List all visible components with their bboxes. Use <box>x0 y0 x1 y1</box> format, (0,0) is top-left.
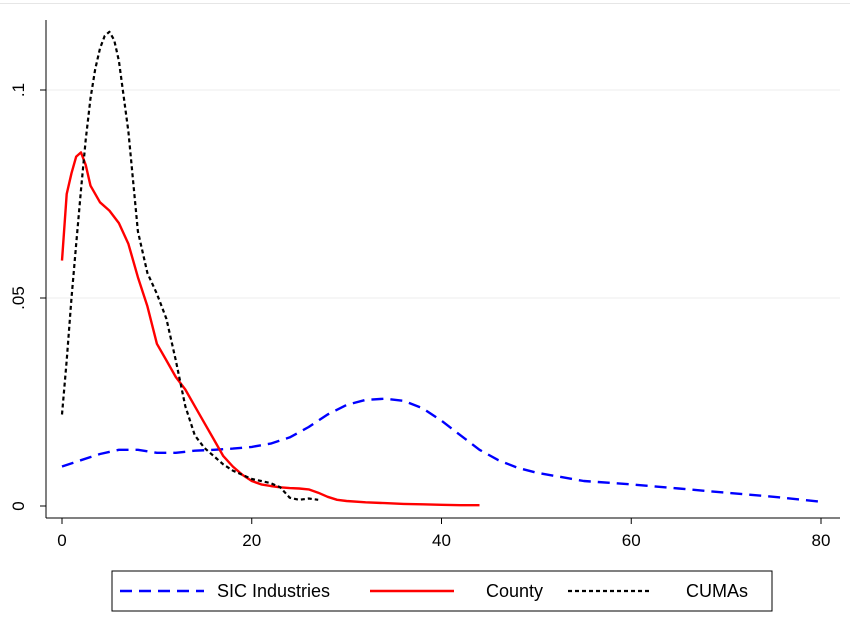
legend-label-county: County <box>486 581 543 601</box>
grid-lines <box>46 89 840 299</box>
y-tick-label-1: .05 <box>9 286 28 310</box>
y-tick-label-2: .1 <box>9 83 28 97</box>
x-tick-label-2: 40 <box>432 531 451 550</box>
x-tick-label-1: 20 <box>242 531 261 550</box>
y-tick-label-0: 0 <box>9 501 28 510</box>
x-tick-label-3: 60 <box>622 531 641 550</box>
series-line-cumas <box>60 30 319 501</box>
x-tick-label-0: 0 <box>57 531 66 550</box>
legend-label-sic-industries: SIC Industries <box>217 581 330 601</box>
axes: 0 20 40 60 80 0 .05 .1 <box>9 20 840 550</box>
series-line-county <box>60 151 480 507</box>
legend: SIC Industries County CUMAs <box>111 570 773 612</box>
series-line-sic-industries <box>61 397 822 503</box>
x-tick-label-4: 80 <box>812 531 831 550</box>
legend-label-cumas: CUMAs <box>686 581 748 601</box>
series-lines <box>60 30 822 507</box>
